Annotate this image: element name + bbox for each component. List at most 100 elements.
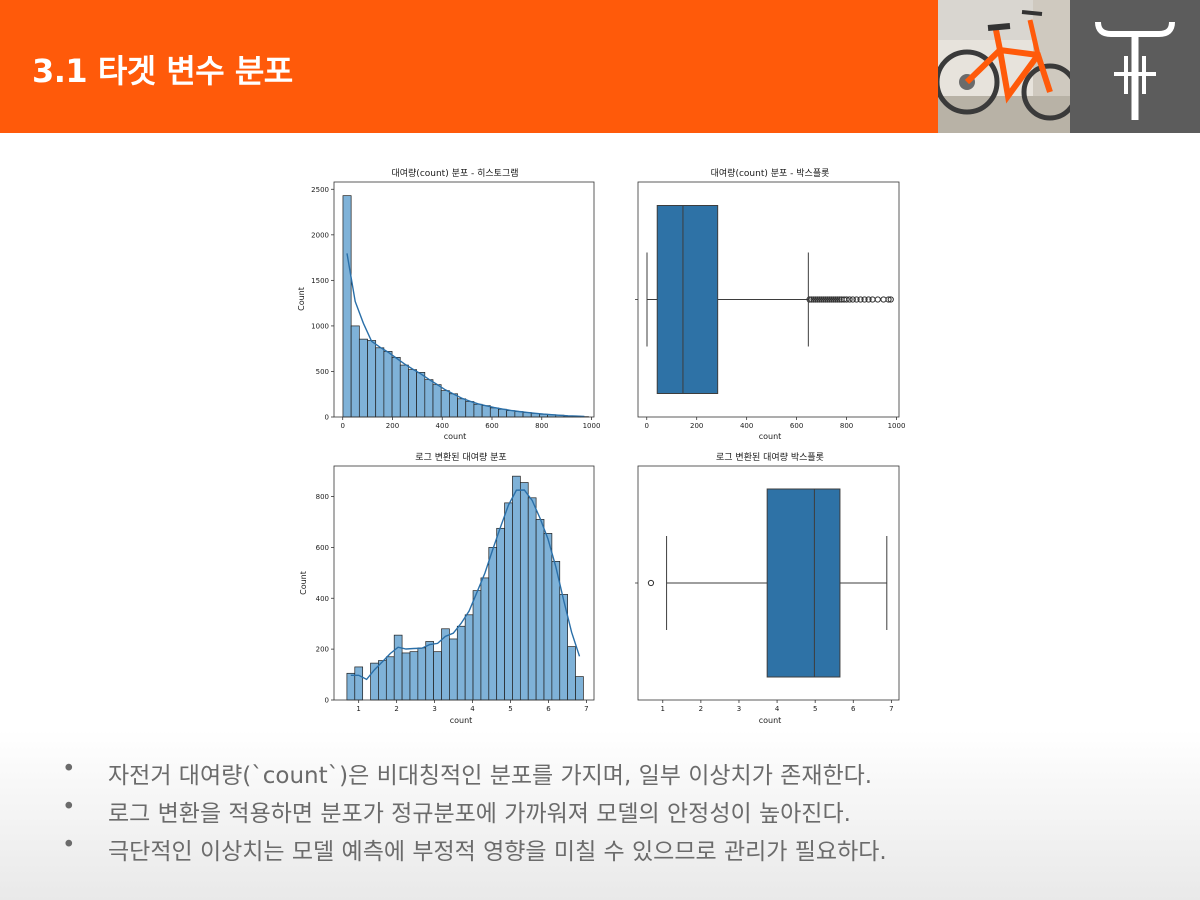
bullet-marker: • bbox=[62, 756, 76, 782]
y-tick-label: 800 bbox=[316, 493, 329, 501]
histogram-bar bbox=[449, 638, 458, 701]
histogram-bar bbox=[496, 527, 505, 701]
plot-frame bbox=[637, 465, 900, 701]
x-tick-label: 0 bbox=[340, 422, 344, 430]
x-axis-label: count bbox=[450, 716, 473, 725]
histogram-bar bbox=[408, 369, 417, 418]
chart-title: 로그 변환된 대여량 박스플롯 bbox=[716, 451, 824, 463]
histogram-bar bbox=[424, 379, 434, 418]
y-tick-label: 0 bbox=[325, 697, 329, 705]
y-tick-label: 0 bbox=[325, 414, 329, 422]
x-tick-label: 6 bbox=[546, 705, 551, 713]
histogram-bar bbox=[358, 338, 368, 418]
histogram-bar bbox=[465, 401, 475, 418]
box-iqr bbox=[656, 205, 719, 394]
brand-logo-panel bbox=[1070, 0, 1200, 133]
bicycle-photo bbox=[938, 0, 1070, 133]
histogram-bar bbox=[433, 651, 442, 701]
outlier-point bbox=[843, 296, 850, 303]
outlier-point bbox=[810, 296, 817, 303]
outlier-point bbox=[834, 296, 841, 303]
histogram-bar bbox=[378, 660, 387, 701]
histogram-bar bbox=[449, 393, 458, 418]
histogram-bar bbox=[488, 547, 498, 701]
y-tick-label: 200 bbox=[316, 646, 329, 654]
outlier-point bbox=[874, 296, 881, 303]
x-tick-label: 200 bbox=[690, 422, 703, 430]
distribution-figure: 대여량(count) 분포 - 히스토그램 count Count 대여량(co… bbox=[296, 166, 908, 730]
x-tick-label: 800 bbox=[840, 422, 853, 430]
kde-curve bbox=[350, 489, 581, 681]
bullet-marker: • bbox=[62, 794, 76, 820]
outlier-point bbox=[849, 296, 856, 303]
bullet-item: • 로그 변환을 적용하면 분포가 정규분포에 가까워져 모델의 안정성이 높아… bbox=[58, 794, 1158, 832]
chart-grid: 대여량(count) 분포 - 히스토그램 count Count 대여량(co… bbox=[297, 167, 905, 725]
footer-background bbox=[0, 730, 1200, 900]
histogram-bar bbox=[425, 641, 434, 701]
x-axis-label: count bbox=[444, 432, 467, 441]
chart-title: 대여량(count) 분포 - 히스토그램 bbox=[391, 167, 518, 179]
histogram-bar bbox=[375, 347, 385, 418]
chart-title: 로그 변환된 대여량 분포 bbox=[415, 451, 506, 463]
x-tick-label: 4 bbox=[470, 705, 475, 713]
histogram-bar bbox=[440, 390, 450, 418]
x-tick-label: 800 bbox=[535, 422, 548, 430]
kde-curve bbox=[346, 253, 585, 418]
outlier-point bbox=[865, 296, 872, 303]
histogram-bar bbox=[391, 356, 401, 418]
outlier-point bbox=[824, 296, 831, 303]
histogram-bar bbox=[432, 384, 442, 418]
outlier-point bbox=[880, 296, 887, 303]
histogram-bar bbox=[506, 410, 516, 418]
outlier-point bbox=[826, 296, 833, 303]
histogram-bar bbox=[519, 482, 529, 701]
y-axis-label: Count bbox=[297, 287, 306, 311]
x-tick-label: 3 bbox=[737, 705, 741, 713]
x-tick-label: 400 bbox=[436, 422, 449, 430]
histogram-bar bbox=[383, 351, 393, 418]
x-tick-label: 0 bbox=[645, 422, 649, 430]
outlier-point bbox=[853, 296, 860, 303]
bullet-marker: • bbox=[62, 832, 76, 858]
bullet-text: 극단적인 이상치는 모델 예측에 부정적 영향을 미칠 수 있으므로 관리가 필… bbox=[108, 839, 887, 865]
outlier-point bbox=[887, 296, 894, 303]
plot-frame bbox=[333, 465, 595, 701]
y-tick-label: 2500 bbox=[311, 186, 329, 194]
x-tick-label: 600 bbox=[485, 422, 498, 430]
histogram-bar bbox=[481, 405, 491, 418]
y-tick-label: 1500 bbox=[311, 277, 329, 285]
outlier-point bbox=[812, 296, 819, 303]
outlier-point bbox=[885, 296, 892, 303]
bicycle-logo-icon bbox=[1095, 21, 1175, 120]
x-tick-label: 4 bbox=[775, 705, 780, 713]
histogram-bar bbox=[464, 614, 474, 701]
histogram-bar bbox=[527, 497, 537, 701]
x-tick-label: 1 bbox=[356, 705, 360, 713]
histogram-bar bbox=[504, 502, 513, 701]
histogram-bar bbox=[551, 561, 561, 701]
histogram-bar bbox=[393, 634, 403, 701]
histogram-bar bbox=[489, 407, 499, 418]
x-tick-label: 7 bbox=[584, 705, 588, 713]
histogram-bar bbox=[472, 590, 482, 701]
outlier-point bbox=[836, 296, 843, 303]
bullet-text: 자전거 대여량(`count`)은 비대칭적인 분포를 가지며, 일부 이상치가… bbox=[108, 763, 873, 789]
x-tick-label: 2 bbox=[699, 705, 703, 713]
histogram-bar bbox=[401, 652, 411, 701]
x-tick-label: 600 bbox=[790, 422, 803, 430]
histogram-bar bbox=[512, 475, 521, 701]
outlier-point bbox=[861, 296, 868, 303]
histogram-bar bbox=[543, 533, 553, 701]
x-tick-label: 1000 bbox=[583, 422, 601, 430]
x-tick-label: 2 bbox=[394, 705, 398, 713]
histogram-bar bbox=[416, 372, 426, 418]
chart-title: 대여량(count) 분포 - 박스플롯 bbox=[711, 167, 830, 179]
x-tick-label: 200 bbox=[386, 422, 399, 430]
box-iqr bbox=[766, 488, 841, 678]
histogram-bar bbox=[354, 666, 364, 701]
bullet-list: • 자전거 대여량(`count`)은 비대칭적인 분포를 가지며, 일부 이상… bbox=[58, 756, 1158, 870]
outlier-point bbox=[808, 296, 815, 303]
x-axis-label: count bbox=[759, 716, 782, 725]
histogram-bar bbox=[370, 662, 379, 701]
bullet-text: 로그 변환을 적용하면 분포가 정규분포에 가까워져 모델의 안정성이 높아진다… bbox=[108, 801, 851, 827]
